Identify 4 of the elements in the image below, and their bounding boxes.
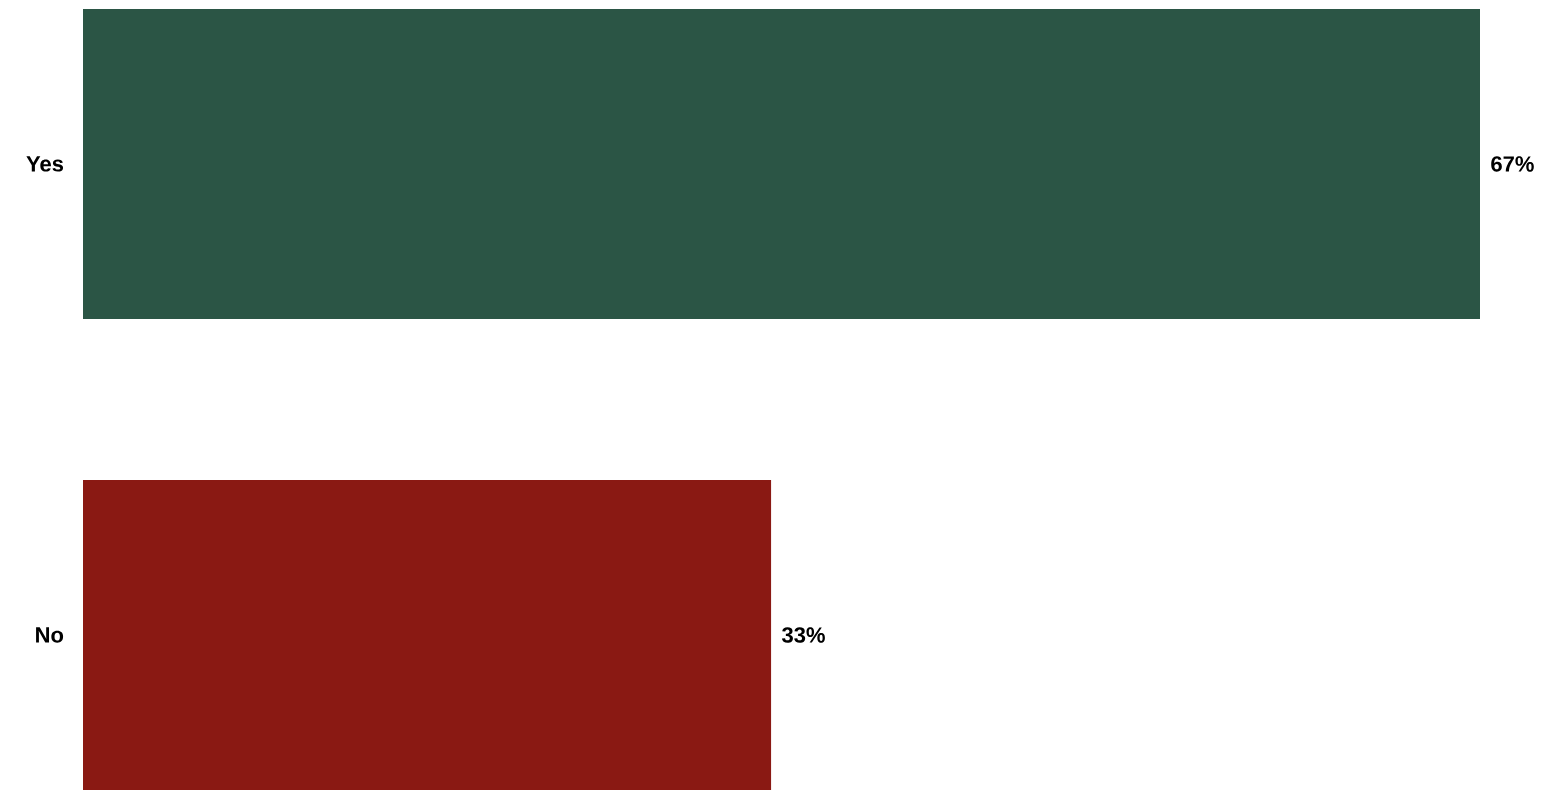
data-label: 67% bbox=[1491, 156, 1534, 172]
y-tick-label: Yes bbox=[26, 156, 64, 172]
data-label: 33% bbox=[781, 627, 825, 643]
y-tick-label: No bbox=[36, 627, 64, 643]
